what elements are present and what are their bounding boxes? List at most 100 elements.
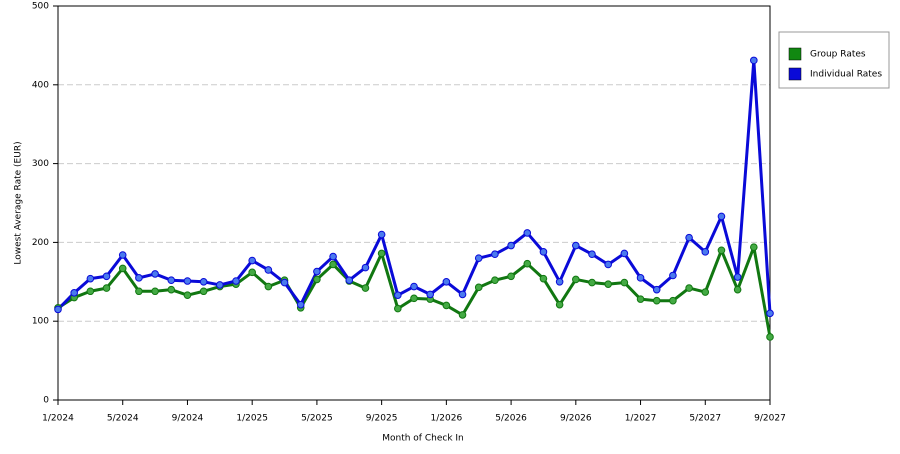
data-point [636, 274, 645, 282]
x-tick-label: 9/2024 [172, 414, 204, 424]
data-point [118, 264, 127, 273]
y-tick-label: 500 [32, 2, 49, 12]
plot-area [58, 6, 770, 400]
data-point [329, 260, 337, 269]
data-point [394, 291, 402, 299]
data-point [361, 284, 370, 292]
data-point [296, 300, 305, 309]
data-point [733, 285, 742, 294]
data-point [701, 248, 710, 256]
data-point [474, 254, 483, 262]
data-point [410, 294, 418, 303]
x-tick-label: 9/2026 [560, 414, 592, 424]
data-point [394, 304, 402, 313]
x-tick-label: 1/2026 [431, 414, 463, 424]
data-point [167, 276, 176, 285]
data-point [199, 278, 208, 286]
x-tick-label: 9/2027 [754, 414, 786, 424]
data-point [572, 241, 580, 250]
x-tick-label: 5/2024 [107, 414, 139, 424]
data-point [248, 256, 256, 265]
data-point [620, 249, 629, 258]
data-point [135, 274, 143, 282]
data-point [458, 290, 467, 299]
y-tick-label: 300 [32, 159, 49, 169]
data-point [280, 278, 289, 287]
data-point [54, 305, 62, 314]
data-point [216, 281, 224, 289]
data-point [491, 250, 499, 259]
data-point [750, 56, 758, 65]
y-tick-label: 200 [32, 238, 49, 248]
x-tick-label: 5/2025 [301, 414, 333, 424]
data-point [604, 280, 612, 288]
data-point [555, 278, 564, 286]
data-point [604, 260, 612, 269]
data-point [652, 296, 661, 305]
data-point [620, 278, 629, 287]
data-point [685, 233, 693, 242]
data-point [474, 283, 483, 292]
data-point [523, 259, 532, 268]
legend-swatch [788, 47, 802, 61]
data-point [183, 291, 192, 299]
y-tick-label: 0 [43, 396, 49, 406]
data-point [458, 311, 467, 319]
data-point [442, 278, 451, 286]
data-point [507, 241, 515, 250]
data-point [588, 278, 596, 287]
data-point [86, 274, 95, 283]
data-point [523, 229, 532, 237]
legend-label: Group Rates [810, 50, 866, 60]
data-point [426, 290, 434, 299]
data-point [539, 248, 548, 256]
data-point [733, 273, 742, 281]
data-point [766, 333, 774, 341]
legend-swatch [788, 67, 802, 81]
data-point [491, 276, 499, 285]
data-point [572, 275, 580, 284]
data-point [636, 295, 645, 303]
data-point [313, 267, 321, 276]
x-tick-label: 1/2025 [236, 414, 268, 424]
data-point [701, 288, 710, 296]
plot-border [57, 5, 771, 401]
x-tick-label: 5/2026 [495, 414, 527, 424]
data-point [588, 250, 596, 259]
data-point [669, 296, 677, 305]
data-point [717, 212, 726, 221]
x-tick-label: 1/2027 [625, 414, 657, 424]
data-point [86, 287, 95, 296]
data-point [345, 276, 354, 285]
data-point [102, 284, 111, 292]
data-point [151, 287, 159, 296]
data-point [102, 272, 111, 281]
x-axis-label: Month of Check In [382, 434, 464, 444]
y-axis-label: Lowest Average Rate (EUR) [14, 141, 24, 264]
data-point [766, 309, 774, 318]
data-point [135, 287, 143, 296]
data-point [377, 249, 386, 258]
data-point [377, 230, 386, 239]
data-point [685, 284, 693, 292]
data-point [750, 243, 758, 251]
data-point [264, 282, 273, 291]
data-point [313, 275, 321, 284]
data-point [167, 285, 176, 294]
data-point [442, 301, 451, 310]
data-point [555, 300, 564, 309]
x-tick-label: 9/2025 [366, 414, 398, 424]
data-point [151, 270, 159, 278]
data-point [199, 287, 208, 296]
y-tick-label: 400 [32, 80, 49, 90]
data-point [264, 266, 273, 274]
data-point [329, 252, 337, 261]
data-point [539, 274, 548, 283]
data-point [118, 251, 127, 259]
data-point [669, 271, 677, 280]
data-point [232, 277, 240, 285]
data-point [70, 289, 78, 297]
data-point [507, 272, 515, 281]
data-point [361, 263, 370, 272]
